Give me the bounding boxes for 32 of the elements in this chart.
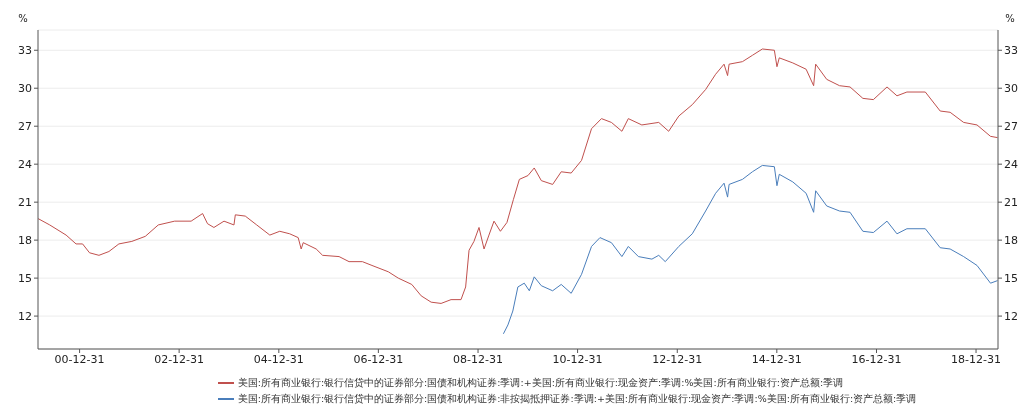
line-series — [38, 48, 998, 304]
y2-tick-label: 27 — [1004, 120, 1018, 134]
x-tick-label: 14-12-31 — [751, 352, 802, 366]
x-tick-label: 12-12-31 — [652, 352, 703, 366]
y-tick-label: 12 — [18, 309, 32, 323]
y2-axis-title: % — [1005, 13, 1015, 24]
x-tick-label: 18-12-31 — [951, 352, 1002, 366]
y2-tick-label: 15 — [1004, 272, 1018, 286]
x-tick-label: 08-12-31 — [453, 352, 504, 366]
x-tick-label: 00-12-31 — [54, 352, 105, 366]
legend-label: 美国:所有商业银行:银行信贷中的证券部分:国债和机构证券:非按揭抵押证券:季调:+美国:所有商业银行:现金资产:季调:%美国:所有商业银行:资产总额:季调 — [237, 392, 917, 404]
y2-tick-label: 12 — [1004, 309, 1018, 323]
y2-tick-label: 33 — [1004, 44, 1018, 58]
x-tick-label: 02-12-31 — [154, 352, 205, 366]
legend-label: 美国:所有商业银行:银行信贷中的证券部分:国债和机构证券:季调:+美国:所有商业银行:现金资产:季调:%美国:所有商业银行:资产总额:季调 — [237, 376, 844, 388]
y-tick-label: 24 — [18, 158, 32, 172]
y-tick-label: 18 — [18, 234, 32, 248]
y2-tick-label: 18 — [1004, 234, 1018, 248]
x-tick-label: 10-12-31 — [552, 352, 603, 366]
x-tick-label: 06-12-31 — [353, 352, 404, 366]
x-tick-label: 16-12-31 — [851, 352, 902, 366]
y-axis-title: % — [18, 13, 28, 24]
y-tick-label: 27 — [18, 120, 32, 134]
x-tick-label: 04-12-31 — [253, 352, 304, 366]
y2-tick-label: 21 — [1004, 196, 1018, 210]
line-series — [502, 164, 998, 335]
y-tick-label: 21 — [18, 196, 32, 210]
y-tick-label: 30 — [18, 82, 32, 96]
y-tick-label: 33 — [18, 44, 32, 58]
y-tick-label: 15 — [18, 272, 32, 286]
y2-tick-label: 30 — [1004, 82, 1018, 96]
y2-tick-label: 24 — [1004, 158, 1018, 172]
